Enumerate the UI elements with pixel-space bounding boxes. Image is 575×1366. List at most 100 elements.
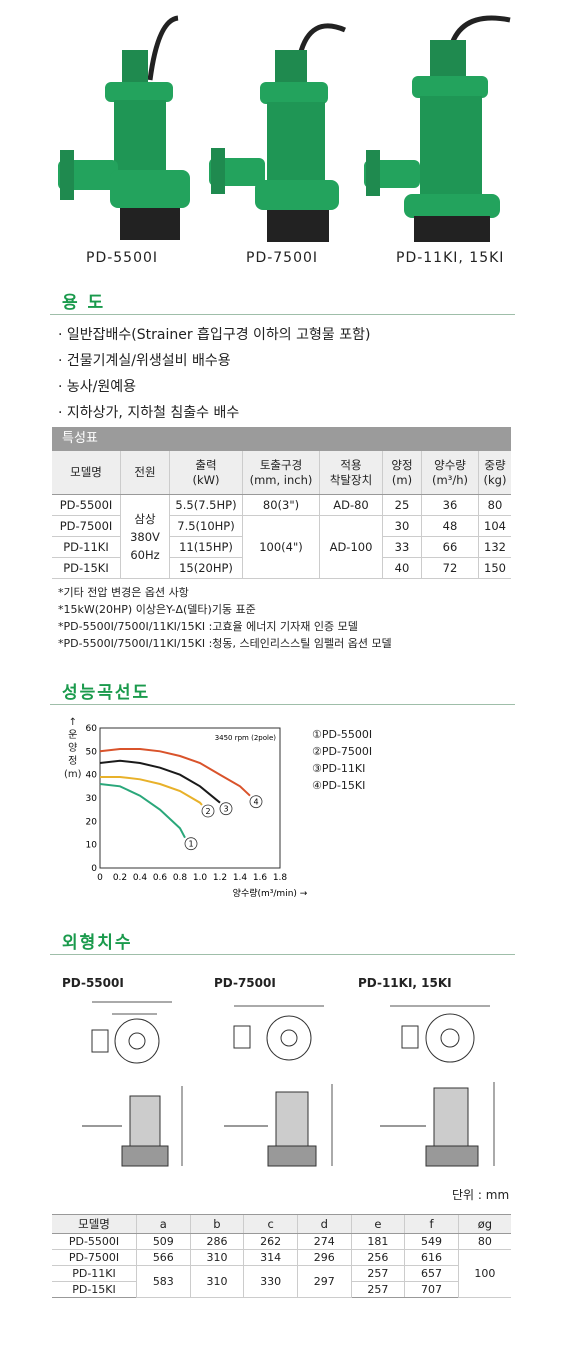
usage-list: 일반잡배수(Strainer 흡입구경 이하의 고형물 포함) 건물기계실/위생… xyxy=(58,322,371,426)
table-row: PD-7500I 7.5(10HP) 100(4") AD-100 30 48 … xyxy=(52,515,511,579)
pump-photo-pd-5500i xyxy=(58,15,190,240)
x-tick-label: 1.8 xyxy=(273,873,288,883)
table-row: PD-11KI 583 310 330 297 257 657 xyxy=(52,1265,511,1298)
series-end-label: 1 xyxy=(188,840,193,849)
series-line xyxy=(99,759,221,804)
dim-cell: PD-11KI xyxy=(52,1265,137,1282)
note: *기타 전압 변경은 옵션 사항 xyxy=(58,586,189,599)
spec-header: 적용 착탈장치 xyxy=(319,451,383,495)
model-cell: PD-5500I xyxy=(52,494,121,516)
dim-cell: 310 xyxy=(189,1249,244,1266)
series-end-marker xyxy=(201,804,215,818)
x-tick-label: 1.6 xyxy=(253,873,268,883)
table-row: PD-7500I 566 310 314 296 256 616 100 xyxy=(52,1249,511,1298)
spec-header: 양수량 (m³/h) xyxy=(421,451,479,495)
table-row: PD-15KI 257 707 xyxy=(52,1281,511,1298)
outlet-cell: 100(4") xyxy=(242,515,320,579)
dim-header: f xyxy=(404,1214,459,1234)
weight-cell: 80 xyxy=(478,494,511,516)
series-end-label: 2 xyxy=(205,807,210,816)
note: *15kW(20HP) 이상은Y-Δ(델타)기동 표준 xyxy=(58,603,256,616)
dim-header: e xyxy=(350,1214,405,1234)
table-row: PD-15KI 15(20HP) 40 72 150 xyxy=(52,557,511,579)
dim-cell: 616 xyxy=(404,1249,459,1266)
dim-header: a xyxy=(136,1214,191,1234)
output-cell: 11(15HP) xyxy=(169,536,243,558)
model-cell: PD-11KI xyxy=(52,536,121,558)
outline-drawing-pd-7500i xyxy=(224,1005,333,1167)
device-cell: AD-80 xyxy=(319,494,383,516)
legend-item: ②PD-7500I xyxy=(312,745,373,758)
pump-photo-pd-7500i xyxy=(209,23,346,242)
weight-cell: 150 xyxy=(478,557,511,579)
dim-cell: 257 xyxy=(350,1265,405,1282)
series-end-marker xyxy=(219,802,233,816)
rpm-note: 3450 rpm (2pole) xyxy=(215,734,277,742)
device-cell: AD-100 xyxy=(319,515,383,579)
series-line xyxy=(100,776,203,806)
series-end-label: 3 xyxy=(223,805,228,814)
note: *PD-5500I/7500I/11KI/15KI :고효율 에너지 기자재 인… xyxy=(58,620,358,633)
note: *PD-5500I/7500I/11KI/15KI :청동, 스테인리스스틸 임… xyxy=(58,637,392,650)
y-tick-label: 0 xyxy=(91,864,97,874)
curve-heading: 성능곡선도 xyxy=(62,683,151,703)
unit-label: 단위 : mm xyxy=(452,1188,510,1202)
model-cell: PD-15KI xyxy=(52,557,121,579)
x-tick-label: 0 xyxy=(97,873,103,883)
x-tick-label: 1.0 xyxy=(193,873,208,883)
divider xyxy=(50,954,515,955)
spec-header: 출력 (kW) xyxy=(169,451,243,495)
dim-cell: 256 xyxy=(350,1249,405,1266)
divider xyxy=(50,704,515,705)
x-tick-label: 1.4 xyxy=(233,873,248,883)
outline-drawing-pd-11ki-15ki xyxy=(380,1005,495,1167)
dim-cell: PD-7500I xyxy=(52,1249,137,1266)
table-row: PD-5500I 509 286 262 274 181 549 80 xyxy=(52,1233,511,1250)
dim-header: 모델명 xyxy=(52,1214,137,1234)
pump-photo-pd-11ki-15ki xyxy=(364,15,511,242)
head-cell: 33 xyxy=(382,536,422,558)
curve-legend: ①PD-5500I ②PD-7500I ③PD-11KI ④PD-15KI xyxy=(312,726,372,794)
dim-cell: 566 xyxy=(136,1249,191,1266)
dim-cell: 314 xyxy=(243,1249,298,1266)
dimensions-table: 모델명 a b c d e f øg PD-5500I 509 286 262 … xyxy=(52,1214,511,1298)
spec-header: 전원 xyxy=(120,451,170,495)
spec-table: 모델명 전원 출력 (kW) 토출구경 (mm, inch) 적용 착탈장치 양… xyxy=(52,451,511,579)
y-tick-label: 60 xyxy=(86,724,98,734)
flow-cell: 48 xyxy=(421,515,479,537)
y-tick-label: 40 xyxy=(86,771,98,781)
flow-cell: 66 xyxy=(421,536,479,558)
dim-cell: 181 xyxy=(350,1233,405,1250)
dim-cell: 297 xyxy=(296,1265,352,1298)
flow-cell: 72 xyxy=(421,557,479,579)
dim-cell: 296 xyxy=(296,1249,352,1266)
usage-item: 일반잡배수(Strainer 흡입구경 이하의 고형물 포함) xyxy=(58,322,371,348)
legend-item: ①PD-5500I xyxy=(312,728,373,741)
dim-cell: 100 xyxy=(457,1249,511,1298)
outlet-cell: 80(3") xyxy=(242,494,320,516)
flow-cell: 36 xyxy=(421,494,479,516)
spec-header: 중량 (kg) xyxy=(478,451,511,495)
dim-cell: 257 xyxy=(350,1281,405,1298)
table-row: PD-11KI 11(15HP) 33 66 132 xyxy=(52,536,511,558)
product-label: PD-5500I xyxy=(86,250,159,266)
curve-ylabel: ↑ 운 양 정 (m) xyxy=(64,717,82,780)
series-end-marker xyxy=(184,837,198,851)
drawing-label: PD-5500I xyxy=(62,976,124,990)
dim-cell: 286 xyxy=(189,1233,244,1250)
dim-cell: 262 xyxy=(243,1233,298,1250)
power-frequency: 60Hz xyxy=(130,547,160,562)
dim-header: c xyxy=(243,1214,298,1234)
dim-header: øg xyxy=(457,1214,511,1234)
weight-cell: 104 xyxy=(478,515,511,537)
spec-title: 특성표 xyxy=(52,427,511,451)
spec-header: 토출구경 (mm, inch) xyxy=(242,451,320,495)
output-cell: 7.5(10HP) xyxy=(169,515,243,537)
dim-cell: 80 xyxy=(457,1233,511,1250)
model-cell: PD-7500I xyxy=(52,515,121,537)
series-end-marker xyxy=(249,795,263,809)
head-cell: 40 xyxy=(382,557,422,579)
power-cell: 삼상 380V 60Hz xyxy=(120,494,170,579)
usage-item: 농사/원예용 xyxy=(58,374,370,400)
plot-frame xyxy=(99,727,281,869)
